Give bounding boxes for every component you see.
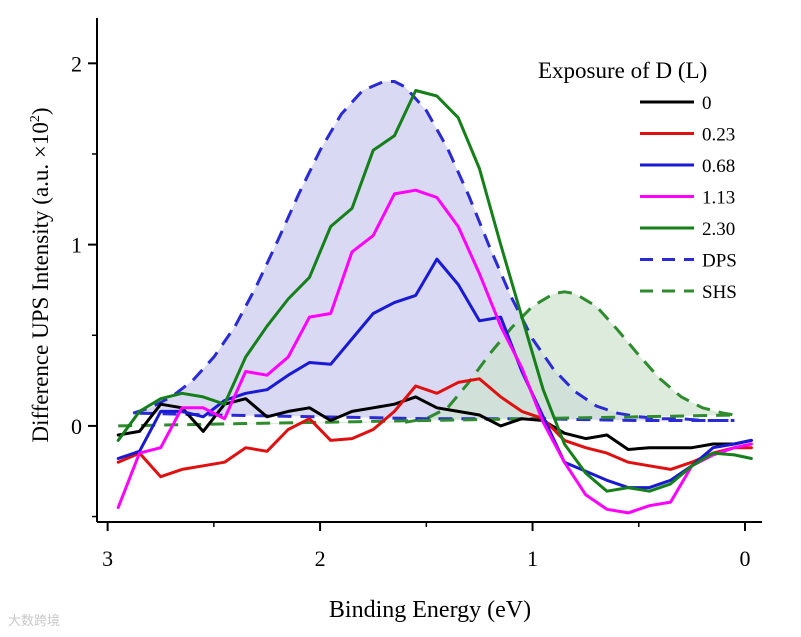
x-tick-label: 3 (102, 546, 113, 571)
series-line-shs (404, 290, 735, 424)
legend-label-dps: DPS (702, 251, 737, 272)
series-line-0-23 (116, 377, 753, 479)
x-tick-label: 0 (740, 546, 751, 571)
x-tick-label: 2 (315, 546, 326, 571)
legend-label-0-23: 0.23 (702, 125, 735, 146)
series-line-1-13 (116, 188, 753, 515)
legend-label-0-68: 0.68 (702, 156, 735, 177)
series-lines (116, 80, 753, 515)
y-axis-label-sup: 2 (28, 115, 43, 122)
legend-label-2-30: 2.30 (702, 219, 735, 240)
y-tick-label: 0 (71, 414, 82, 439)
legend-title: Exposure of D (L) (538, 58, 707, 83)
legend: Exposure of D (L) 0 0.23 0.68 1.13 2.30 DPS SHS (538, 58, 737, 303)
axes: 3 2 1 0 0 1 2 (71, 18, 762, 571)
series-line-0-68 (116, 257, 753, 490)
legend-label-0: 0 (702, 93, 712, 114)
legend-label-1-13: 1.13 (702, 188, 735, 209)
reference-fills (118, 81, 735, 426)
fill-dps (133, 81, 735, 421)
series-line-2-30 (116, 89, 753, 493)
y-tick-label: 1 (71, 233, 82, 258)
y-axis-label: Difference UPS Intensity (a.u. ×102) (28, 107, 53, 442)
y-axis-label-close: ) (28, 107, 53, 115)
y-tick-label: 2 (71, 51, 82, 76)
watermark: 大数跨境 (8, 614, 61, 629)
x-tick-label: 1 (527, 546, 538, 571)
series-line-dps (132, 80, 735, 422)
series-line-dps-baseline (139, 411, 735, 422)
y-axis-label-main: Difference UPS Intensity (a.u. ×10 (28, 122, 53, 442)
legend-label-shs: SHS (702, 282, 737, 303)
series-line-shs-baseline (118, 413, 735, 428)
fill-shs (118, 291, 735, 426)
x-axis-label: Binding Energy (eV) (329, 597, 531, 623)
